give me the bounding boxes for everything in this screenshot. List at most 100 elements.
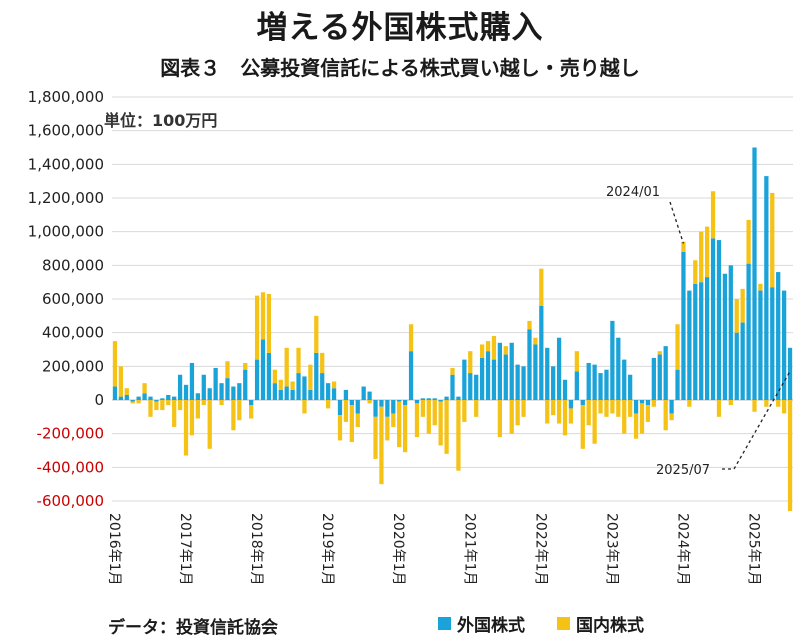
bar-domestic <box>474 400 479 417</box>
bar-foreign <box>556 337 562 400</box>
x-tick-label: 2016年1月 <box>106 513 122 586</box>
bar-domestic <box>592 400 597 444</box>
bar-foreign <box>758 290 763 400</box>
bar-foreign <box>266 352 272 400</box>
bar-domestic <box>539 268 544 306</box>
bar-domestic <box>503 346 508 355</box>
bar-foreign <box>651 357 656 400</box>
bar-foreign <box>367 391 372 400</box>
bar-domestic <box>195 400 200 419</box>
bar-domestic <box>598 400 603 414</box>
bar-foreign <box>278 389 283 400</box>
x-tick-label: 2021年1月 <box>461 513 477 586</box>
bar-domestic <box>675 324 680 370</box>
bar-foreign <box>237 383 242 400</box>
bar-domestic <box>177 400 183 411</box>
x-tick-label: 2019年1月 <box>319 513 335 586</box>
bar-foreign <box>343 389 349 400</box>
bar-domestic <box>320 352 325 374</box>
legend-swatch-domestic <box>557 617 570 630</box>
bar-foreign <box>302 376 307 400</box>
bar-domestic <box>657 351 662 355</box>
bar-domestic <box>225 361 230 379</box>
bar-domestic <box>367 400 372 404</box>
bar-foreign <box>693 283 698 400</box>
bar-domestic <box>337 415 343 441</box>
bar-foreign <box>675 369 680 400</box>
bar-foreign <box>746 263 751 400</box>
bar-domestic <box>622 400 627 434</box>
legend-swatch-foreign <box>438 617 451 630</box>
bar-domestic <box>349 405 354 443</box>
bar-domestic <box>764 400 769 407</box>
bar-foreign <box>420 398 426 400</box>
bar-domestic <box>551 400 556 416</box>
annotation-label: 2025/07 <box>656 463 710 478</box>
bar-domestic <box>479 344 485 358</box>
bar-foreign <box>361 386 366 400</box>
bar-foreign <box>308 389 313 400</box>
y-tick-label: -200,000 <box>37 425 104 443</box>
bar-foreign <box>716 240 722 400</box>
bar-foreign <box>551 366 556 400</box>
x-tick-label: 2020年1月 <box>390 513 406 586</box>
y-tick-label: -600,000 <box>37 492 104 510</box>
bar-domestic <box>710 191 716 239</box>
bar-foreign <box>160 398 165 400</box>
bar-domestic <box>491 336 497 360</box>
bar-domestic <box>408 324 414 352</box>
bar-foreign <box>728 265 733 400</box>
bar-foreign <box>580 400 585 406</box>
bar-domestic <box>154 401 159 411</box>
bar-foreign <box>539 305 544 400</box>
bar-domestic <box>207 400 212 449</box>
bar-foreign <box>669 400 674 414</box>
y-tick-label: 200,000 <box>42 357 104 375</box>
bar-foreign <box>705 277 710 400</box>
bar-domestic <box>450 368 455 375</box>
bar-foreign <box>776 272 781 400</box>
bar-foreign <box>154 400 159 402</box>
bar-foreign <box>468 373 473 400</box>
bar-domestic <box>237 400 242 421</box>
bar-foreign <box>479 357 485 400</box>
bar-domestic <box>639 403 645 434</box>
bar-foreign <box>657 354 662 400</box>
bar-domestic <box>189 400 195 436</box>
bar-foreign <box>687 290 692 400</box>
bar-foreign <box>290 389 295 400</box>
bar-foreign <box>391 400 396 414</box>
bar-foreign <box>402 400 408 406</box>
y-tick-label: 1,800,000 <box>28 88 104 106</box>
y-tick-label: 800,000 <box>42 256 104 274</box>
bar-foreign <box>533 344 538 400</box>
bar-domestic <box>142 383 147 394</box>
bar-domestic <box>545 400 550 424</box>
bar-foreign <box>633 400 639 414</box>
bar-foreign <box>284 386 289 400</box>
bar-foreign <box>426 398 431 400</box>
y-tick-label: 1,000,000 <box>28 223 104 241</box>
bar-foreign <box>586 362 591 400</box>
bar-domestic <box>687 400 692 407</box>
bar-foreign <box>320 373 325 400</box>
bar-domestic <box>432 400 437 426</box>
bar-domestic <box>604 400 609 417</box>
bar-foreign <box>515 364 520 400</box>
bar-domestic <box>586 400 591 426</box>
bar-domestic <box>758 283 763 291</box>
bar-foreign <box>249 400 254 406</box>
bar-domestic <box>663 400 668 431</box>
bar-domestic <box>509 400 514 434</box>
bar-domestic <box>497 400 502 438</box>
bar-domestic <box>314 315 319 353</box>
bar-domestic <box>740 288 745 323</box>
bar-domestic <box>705 226 710 278</box>
legend-label-foreign: 外国株式 <box>457 616 525 636</box>
bar-domestic <box>172 400 177 427</box>
bar-domestic <box>414 403 420 438</box>
bar-foreign <box>331 388 337 400</box>
bar-domestic <box>124 388 129 395</box>
bar-foreign <box>385 400 390 417</box>
x-tick-label: 2018年1月 <box>248 513 264 586</box>
